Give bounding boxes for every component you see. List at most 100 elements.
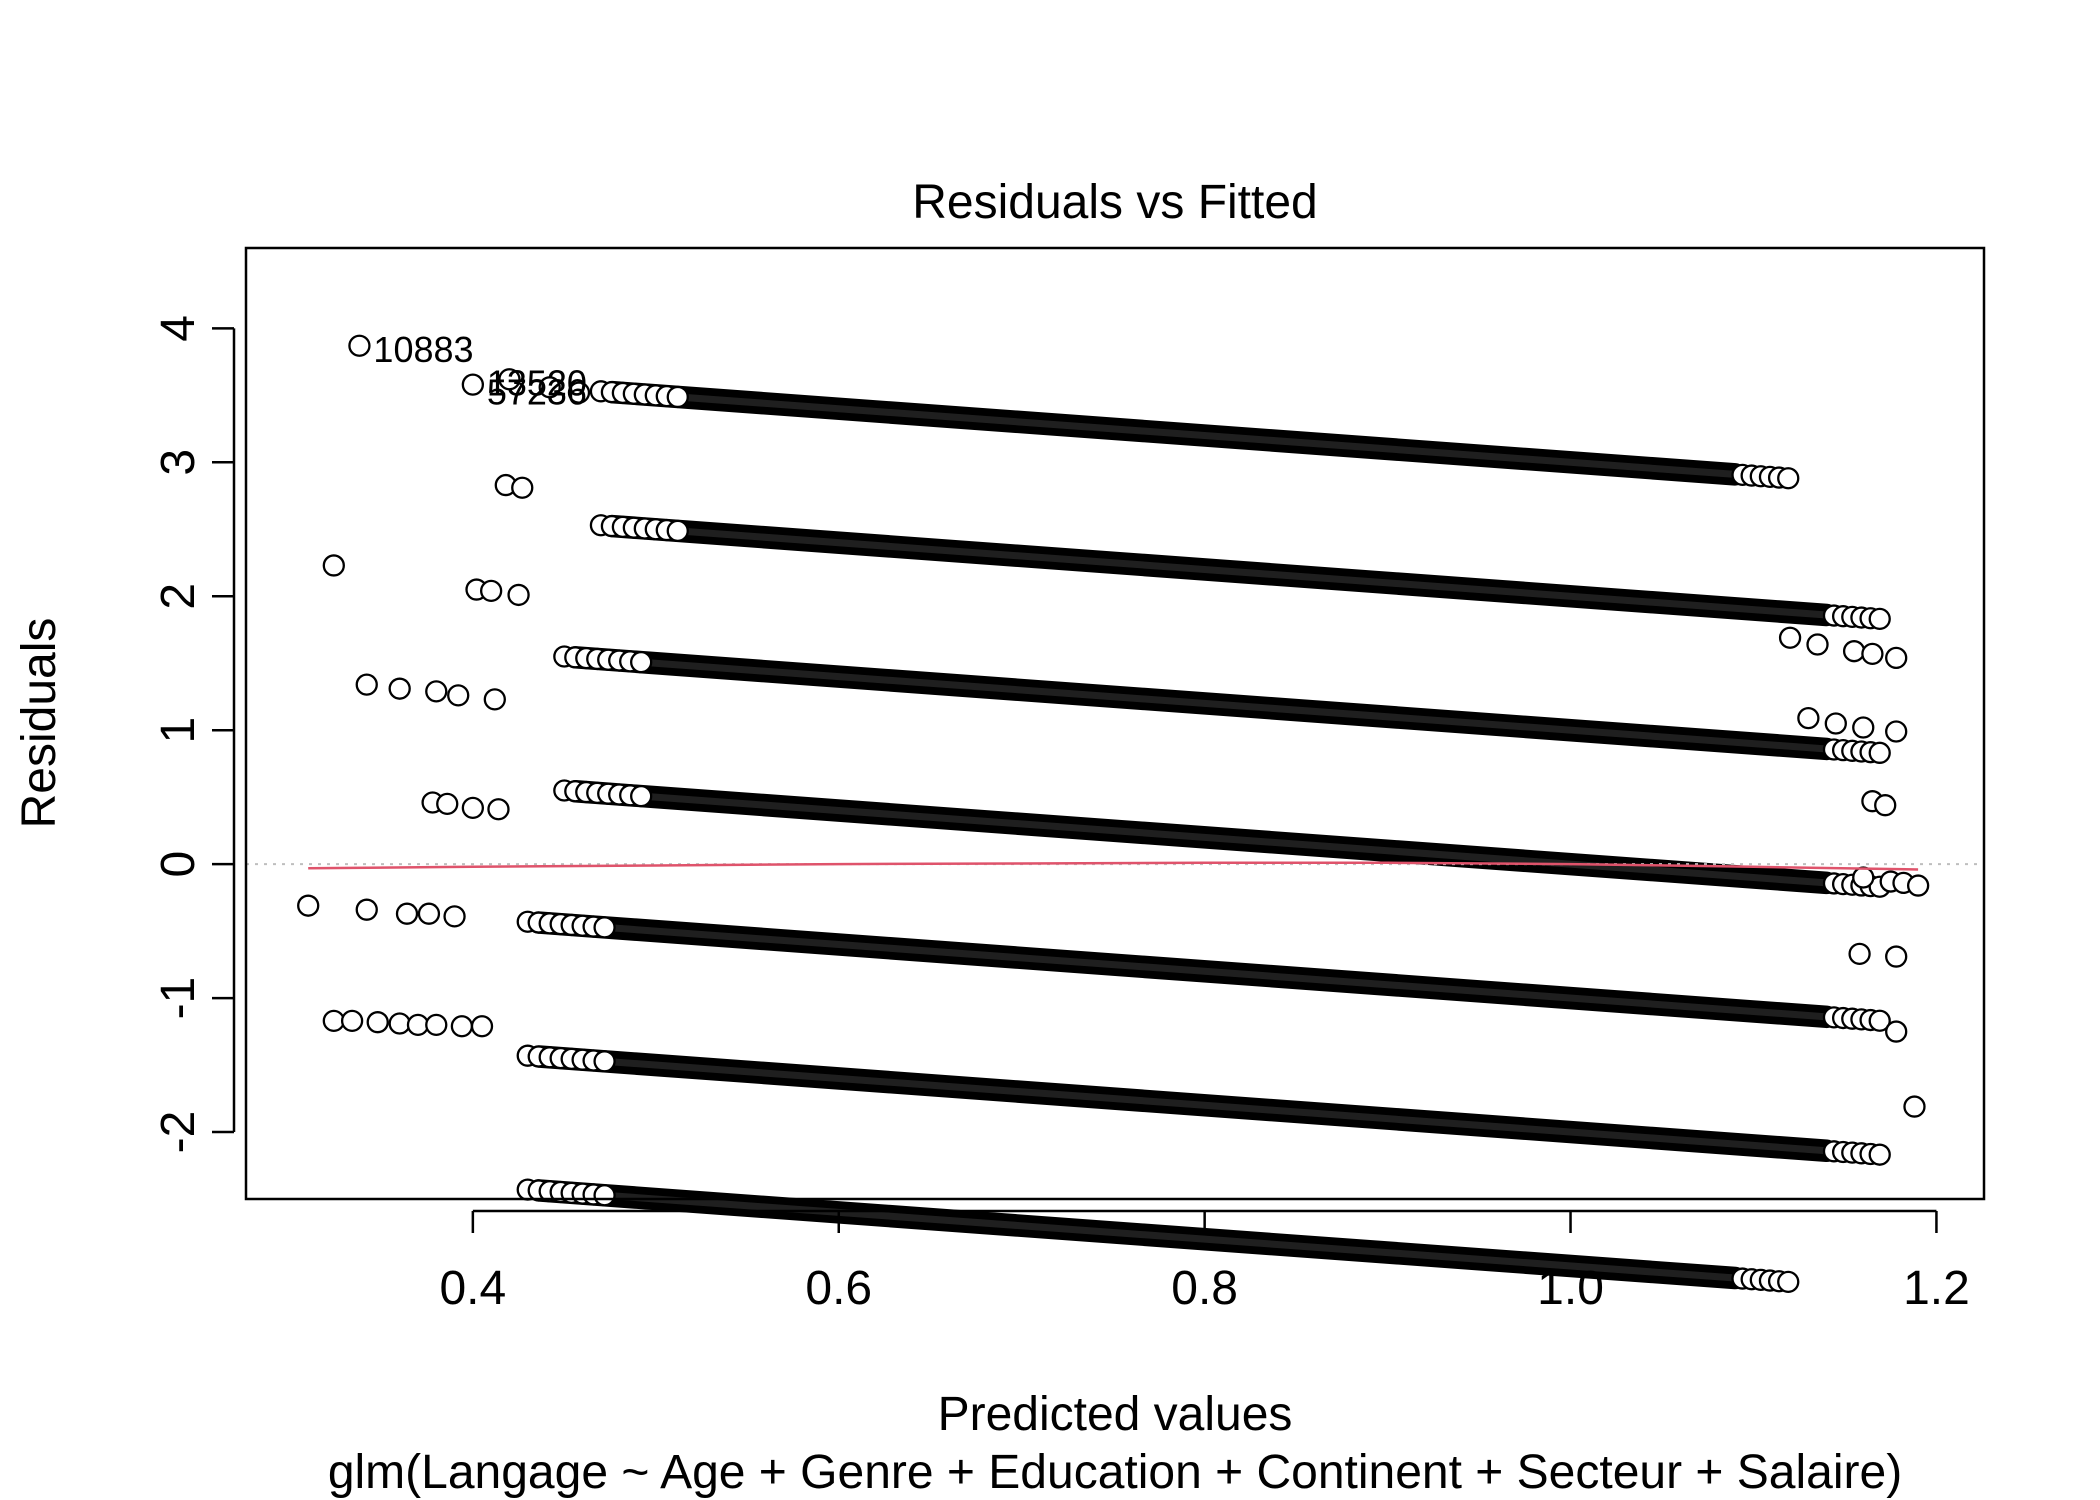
residual-band: [564, 646, 1838, 761]
residual-band-sheen: [608, 388, 1739, 478]
data-point: [340, 1009, 364, 1033]
data-point: [1797, 706, 1820, 730]
data-point: [406, 1013, 430, 1037]
data-point: [425, 1013, 448, 1037]
data-point: [1868, 741, 1891, 764]
axes: 0.4 0.6 0.8 1.0 1.2 -2 -1 0 1 2 3 4: [152, 315, 1970, 1315]
data-point: [538, 376, 561, 399]
data-point: [483, 688, 506, 711]
data-point: [1852, 716, 1875, 739]
y-tick-label: 0: [152, 851, 205, 878]
data-point: [1824, 712, 1847, 735]
y-tick-label: -1: [152, 977, 205, 1020]
data-point: [1868, 1009, 1891, 1032]
data-point: [1852, 866, 1875, 889]
data-point: [395, 902, 419, 925]
chart-title: Residuals vs Fitted: [912, 176, 1318, 229]
data-point: [1806, 633, 1829, 656]
data-point: [593, 1050, 616, 1073]
data-point: [498, 368, 521, 391]
data-points: [297, 334, 1930, 1294]
data-point: [322, 1009, 345, 1033]
x-tick-label: 0.4: [439, 1262, 506, 1315]
data-point: [1903, 1095, 1926, 1118]
data-point: [1848, 942, 1871, 966]
y-tick-label: -2: [152, 1111, 205, 1154]
data-point: [450, 1015, 474, 1038]
residual-band: [564, 780, 1838, 895]
residual-band-sheen: [571, 653, 1831, 753]
y-axis-label: Residuals: [13, 618, 66, 829]
data-point: [1778, 626, 1802, 649]
y-tick-label: 3: [152, 449, 205, 476]
data-point: [1885, 945, 1908, 968]
residual-band: [527, 911, 1838, 1029]
x-tick-label: 1.0: [1537, 1262, 1604, 1315]
data-point: [388, 1012, 411, 1035]
data-point: [1885, 720, 1908, 743]
data-point: [348, 334, 371, 357]
point-label: 57236: [487, 372, 587, 413]
data-point: [447, 684, 470, 707]
data-point: [1777, 1270, 1800, 1294]
data-point: [436, 792, 459, 816]
data-point: [355, 898, 378, 921]
x-tick-label: 1.2: [1903, 1262, 1970, 1315]
data-point: [297, 894, 320, 917]
data-point: [1868, 607, 1891, 631]
point-label: 13520: [487, 362, 587, 403]
residual-bands: [527, 380, 1838, 1290]
data-point: [425, 680, 448, 703]
y-tick-label: 4: [152, 315, 205, 342]
data-point: [461, 796, 485, 820]
data-point: [1842, 640, 1866, 663]
residual-band-sheen: [571, 787, 1831, 887]
data-point: [666, 385, 689, 409]
data-point: [355, 673, 378, 696]
data-point: [388, 677, 411, 700]
data-point: [1874, 794, 1897, 817]
data-point: [1906, 874, 1930, 897]
data-point: [366, 1011, 389, 1034]
data-point: [417, 902, 441, 925]
x-tick-label: 0.8: [1171, 1262, 1238, 1315]
data-point: [593, 916, 616, 939]
data-point: [507, 583, 530, 607]
data-point: [1777, 467, 1800, 490]
residual-band: [527, 1179, 1747, 1290]
data-point: [567, 381, 591, 404]
residual-band-sheen: [535, 1186, 1739, 1282]
residual-band: [600, 514, 1838, 627]
data-point: [511, 476, 534, 499]
plot-frame: [244, 246, 1986, 1201]
residual-band-sheen: [535, 919, 1831, 1021]
smooth-line: [308, 861, 1919, 871]
residual-band: [600, 380, 1747, 486]
chart-subtitle: glm(Langage ~ Age + Genre + Education + …: [328, 1446, 1902, 1499]
data-point: [487, 798, 510, 821]
y-tick-label: 1: [152, 717, 205, 744]
data-point: [1885, 646, 1908, 670]
data-point: [461, 373, 485, 396]
data-point: [630, 651, 653, 674]
x-tick-label: 0.6: [805, 1262, 872, 1315]
x-axis-label: Predicted values: [938, 1388, 1293, 1441]
residual-band-sheen: [535, 1052, 1831, 1155]
data-point: [630, 784, 653, 808]
data-point: [479, 579, 503, 603]
residual-band: [527, 1045, 1838, 1163]
point-label: 10883: [373, 329, 473, 370]
data-point: [1885, 1020, 1908, 1043]
data-point: [666, 519, 689, 543]
data-point: [470, 1015, 494, 1038]
data-point: [1868, 1143, 1891, 1166]
data-point: [593, 1184, 616, 1207]
reference-lines: [246, 861, 1984, 871]
data-point: [1861, 642, 1884, 665]
data-point: [322, 554, 345, 577]
y-tick-label: 2: [152, 583, 205, 610]
residual-band-sheen: [608, 522, 1831, 619]
data-point: [443, 905, 466, 928]
